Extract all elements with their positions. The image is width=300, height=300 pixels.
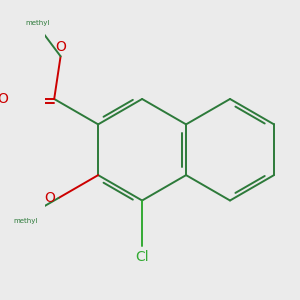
Text: O: O: [44, 191, 55, 205]
Text: methyl: methyl: [25, 20, 49, 26]
Text: methyl: methyl: [14, 218, 38, 224]
Text: Cl: Cl: [135, 250, 149, 264]
Text: O: O: [0, 92, 8, 106]
Text: O: O: [55, 40, 66, 53]
